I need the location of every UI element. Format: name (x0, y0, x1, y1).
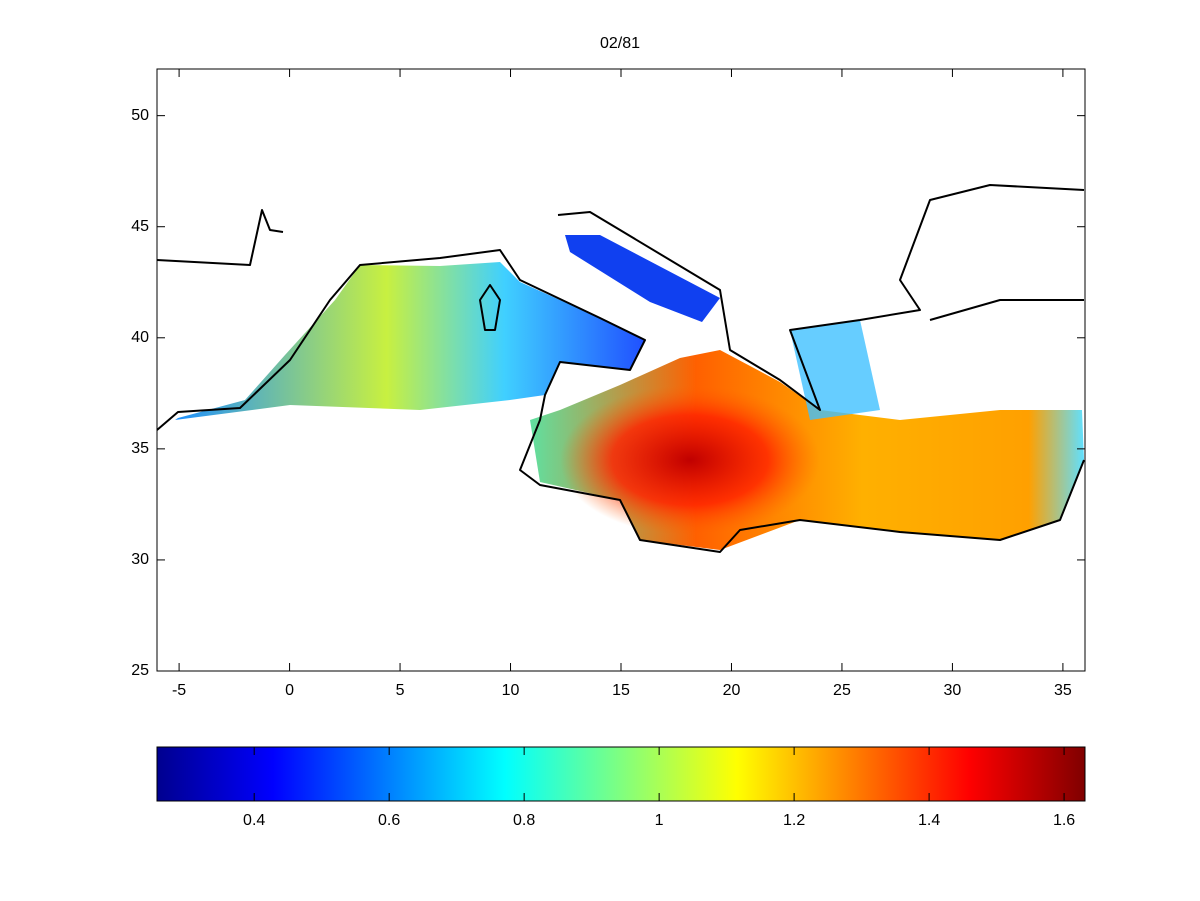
colorbar (156, 746, 1086, 802)
colorbar-tick-label: 0.6 (378, 812, 400, 829)
x-tick-label: 15 (612, 682, 630, 699)
x-tick-label: 20 (723, 682, 741, 699)
y-tick-label: 45 (131, 218, 149, 235)
y-tick-label: 25 (131, 662, 149, 679)
y-tick-label: 35 (131, 440, 149, 457)
colorbar-tick-label: 0.4 (243, 812, 265, 829)
y-tick-label: 50 (131, 107, 149, 124)
x-tick-label: 5 (396, 682, 405, 699)
colorbar-tick-label: 1.4 (918, 812, 940, 829)
x-tick-label: 0 (285, 682, 294, 699)
y-tick-label: 30 (131, 551, 149, 568)
x-tick-label: 10 (502, 682, 520, 699)
x-tick-label: 25 (833, 682, 851, 699)
map-field (175, 235, 1084, 550)
title: 02/81 (600, 35, 640, 52)
colorbar-tick-label: 1.2 (783, 812, 805, 829)
ticks: -5 0 5 10 15 20 25 30 35 25 30 35 40 45 50 0.4 0.6 0.8 1 1.… (131, 69, 1085, 829)
colorbar-tick-label: 0.8 (513, 812, 535, 829)
x-tick-label: 30 (944, 682, 962, 699)
x-tick-label: 35 (1054, 682, 1072, 699)
coastline (156, 184, 1085, 553)
colorbar-tick-label: 1.6 (1053, 812, 1075, 829)
y-tick-label: 40 (131, 329, 149, 346)
colorbar-tick-label: 1 (655, 812, 664, 829)
x-tick-label: -5 (172, 682, 186, 699)
